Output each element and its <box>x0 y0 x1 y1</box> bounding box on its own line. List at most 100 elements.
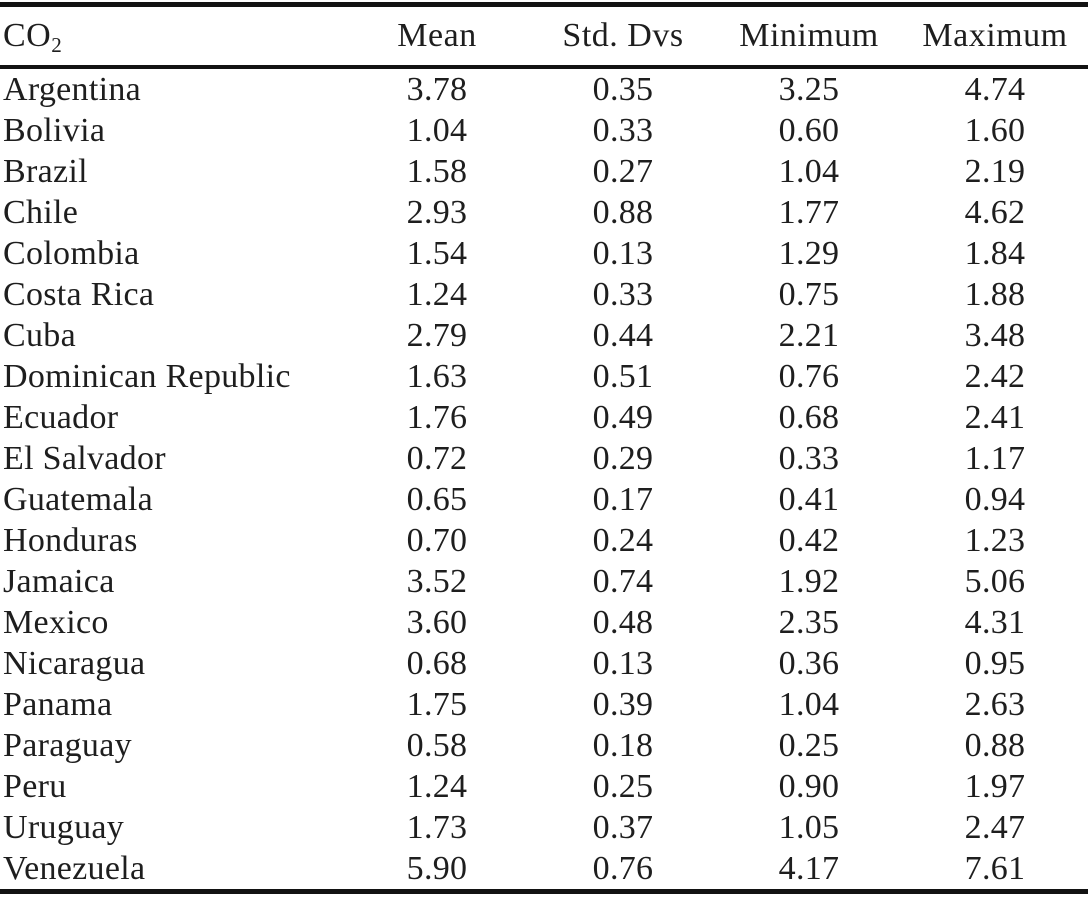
std-dvs-cell: 0.49 <box>592 398 654 436</box>
country-cell: El Salvador <box>3 439 166 477</box>
maximum-cell: 1.97 <box>964 767 1026 805</box>
co2-label: CO <box>3 16 52 54</box>
maximum-cell: 2.19 <box>964 152 1026 190</box>
minimum-cell: 0.75 <box>778 275 840 313</box>
mean-cell: 1.54 <box>406 234 468 272</box>
country-cell: Brazil <box>3 152 88 190</box>
maximum-cell: 5.06 <box>964 562 1026 600</box>
table-row: Jamaica 3.52 0.74 1.92 5.06 <box>0 561 1088 602</box>
table-row: Chile 2.93 0.88 1.77 4.62 <box>0 192 1088 233</box>
minimum-cell: 1.92 <box>778 562 840 600</box>
maximum-cell: 0.95 <box>964 644 1026 682</box>
minimum-cell: 1.04 <box>778 685 840 723</box>
std-dvs-cell: 0.24 <box>592 521 654 559</box>
mean-cell: 1.04 <box>406 111 468 149</box>
minimum-cell: 0.25 <box>778 726 840 764</box>
table-row: El Salvador 0.72 0.29 0.33 1.17 <box>0 438 1088 479</box>
column-header-mean: Mean <box>344 4 530 69</box>
minimum-cell: 1.04 <box>778 152 840 190</box>
maximum-cell: 2.63 <box>964 685 1026 723</box>
minimum-cell: 0.36 <box>778 644 840 682</box>
mean-cell: 0.65 <box>406 480 468 518</box>
maximum-cell: 1.23 <box>964 521 1026 559</box>
minimum-cell: 0.76 <box>778 357 840 395</box>
maximum-cell: 4.62 <box>964 193 1026 231</box>
table-row: Costa Rica 1.24 0.33 0.75 1.88 <box>0 274 1088 315</box>
mean-cell: 1.63 <box>406 357 468 395</box>
table-row: Nicaragua 0.68 0.13 0.36 0.95 <box>0 643 1088 684</box>
std-dvs-cell: 0.37 <box>592 808 654 846</box>
country-cell: Costa Rica <box>3 275 155 313</box>
table-row: Venezuela 5.90 0.76 4.17 7.61 <box>0 848 1088 892</box>
mean-cell: 1.58 <box>406 152 468 190</box>
mean-cell: 3.52 <box>406 562 468 600</box>
table-row: Colombia 1.54 0.13 1.29 1.84 <box>0 233 1088 274</box>
mean-cell: 1.24 <box>406 767 468 805</box>
table-body: Argentina 3.78 0.35 3.25 4.74 Bolivia 1.04 0.33… <box>0 67 1088 892</box>
country-cell: Peru <box>3 767 67 805</box>
country-cell: Paraguay <box>3 726 132 764</box>
country-cell: Jamaica <box>3 562 115 600</box>
std-dvs-cell: 0.44 <box>592 316 654 354</box>
minimum-cell: 0.68 <box>778 398 840 436</box>
column-header-co2: CO2 <box>0 4 344 69</box>
header-row: CO2 Mean Std. Dvs Minimum Maximum <box>0 4 1088 69</box>
std-dvs-cell: 0.18 <box>592 726 654 764</box>
minimum-cell: 2.21 <box>778 316 840 354</box>
country-cell: Panama <box>3 685 113 723</box>
mean-cell: 1.75 <box>406 685 468 723</box>
minimum-cell: 4.17 <box>778 849 840 887</box>
std-dvs-cell: 0.17 <box>592 480 654 518</box>
maximum-cell: 2.47 <box>964 808 1026 846</box>
country-cell: Nicaragua <box>3 644 146 682</box>
std-dvs-cell: 0.76 <box>592 849 654 887</box>
mean-cell: 2.79 <box>406 316 468 354</box>
mean-cell: 5.90 <box>406 849 468 887</box>
mean-cell: 1.24 <box>406 275 468 313</box>
mean-cell: 0.58 <box>406 726 468 764</box>
std-dvs-cell: 0.74 <box>592 562 654 600</box>
std-dvs-cell: 0.48 <box>592 603 654 641</box>
mean-cell: 3.60 <box>406 603 468 641</box>
std-dvs-cell: 0.13 <box>592 234 654 272</box>
minimum-cell: 1.29 <box>778 234 840 272</box>
minimum-cell: 1.77 <box>778 193 840 231</box>
maximum-cell: 1.84 <box>964 234 1026 272</box>
column-header-maximum: Maximum <box>902 4 1088 69</box>
mean-cell: 1.76 <box>406 398 468 436</box>
country-cell: Dominican Republic <box>3 357 291 395</box>
maximum-cell: 1.17 <box>964 439 1026 477</box>
column-header-std-dvs: Std. Dvs <box>530 4 716 69</box>
mean-cell: 3.78 <box>406 70 468 108</box>
maximum-cell: 1.88 <box>964 275 1026 313</box>
maximum-cell: 1.60 <box>964 111 1026 149</box>
table-row: Panama 1.75 0.39 1.04 2.63 <box>0 684 1088 725</box>
country-cell: Uruguay <box>3 808 125 846</box>
table-row: Mexico 3.60 0.48 2.35 4.31 <box>0 602 1088 643</box>
std-dvs-cell: 0.13 <box>592 644 654 682</box>
table-row: Ecuador 1.76 0.49 0.68 2.41 <box>0 397 1088 438</box>
co2-subscript: 2 <box>51 32 63 57</box>
maximum-cell: 2.41 <box>964 398 1026 436</box>
table-header: CO2 Mean Std. Dvs Minimum Maximum <box>0 4 1088 69</box>
minimum-cell: 3.25 <box>778 70 840 108</box>
std-dvs-cell: 0.29 <box>592 439 654 477</box>
maximum-cell: 4.74 <box>964 70 1026 108</box>
country-cell: Ecuador <box>3 398 119 436</box>
std-dvs-cell: 0.33 <box>592 111 654 149</box>
std-dvs-cell: 0.35 <box>592 70 654 108</box>
minimum-cell: 0.60 <box>778 111 840 149</box>
maximum-cell: 3.48 <box>964 316 1026 354</box>
maximum-cell: 4.31 <box>964 603 1026 641</box>
country-cell: Bolivia <box>3 111 106 149</box>
maximum-cell: 7.61 <box>964 849 1026 887</box>
mean-cell: 2.93 <box>406 193 468 231</box>
minimum-cell: 0.42 <box>778 521 840 559</box>
country-cell: Guatemala <box>3 480 153 518</box>
mean-cell: 0.70 <box>406 521 468 559</box>
table-row: Guatemala 0.65 0.17 0.41 0.94 <box>0 479 1088 520</box>
country-cell: Cuba <box>3 316 76 354</box>
maximum-cell: 0.88 <box>964 726 1026 764</box>
